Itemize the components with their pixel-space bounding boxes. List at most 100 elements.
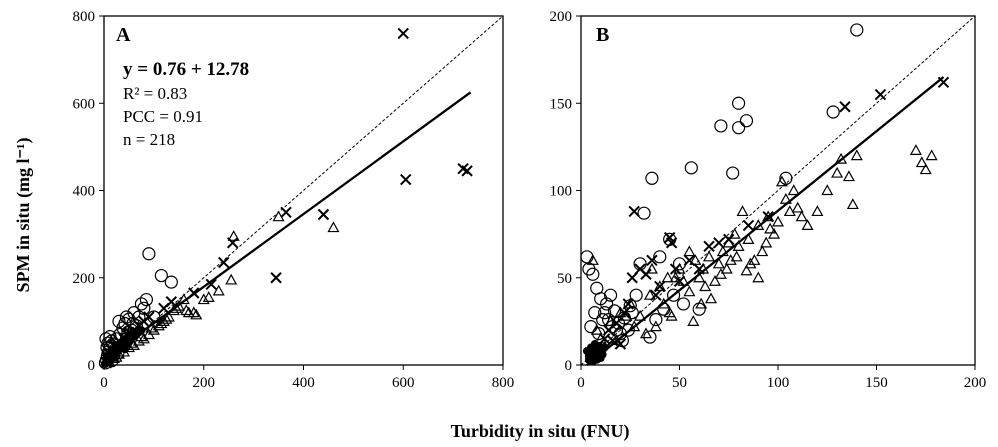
- triangle-point: [669, 271, 682, 283]
- circle-point: [645, 171, 659, 185]
- stat-n: n = 218: [123, 130, 175, 149]
- x-point: [646, 254, 658, 267]
- triangle-point: [915, 156, 928, 168]
- y-axis-title: SPM in situ (mg l⁻¹): [13, 138, 34, 293]
- one-to-one-line: [103, 15, 504, 366]
- triangle-point: [842, 170, 855, 182]
- triangle-point: [665, 309, 678, 321]
- x-point: [317, 208, 330, 221]
- circle-point: [731, 121, 746, 135]
- triangle-point: [649, 320, 662, 332]
- x-point: [143, 311, 155, 323]
- circle-point: [653, 250, 667, 264]
- x-point: [683, 254, 696, 267]
- triangle-point: [683, 245, 696, 257]
- stat-r2: R² = 0.83: [123, 84, 187, 103]
- triangle-point: [783, 205, 796, 217]
- y-tick-label: 800: [73, 9, 96, 25]
- triangle-point: [695, 297, 708, 309]
- triangle-point: [661, 271, 674, 283]
- circle-point: [637, 206, 651, 220]
- triangle-point: [919, 163, 932, 175]
- circle-point: [101, 336, 115, 350]
- triangle-point: [714, 268, 727, 279]
- x-point: [654, 280, 666, 293]
- circle-point: [164, 275, 178, 289]
- x-point: [839, 101, 851, 113]
- x-point: [618, 306, 631, 319]
- x-point: [640, 268, 652, 280]
- x-point: [665, 237, 678, 249]
- circle-point: [584, 320, 598, 334]
- circle-point: [112, 314, 126, 328]
- y-tick-label: 200: [73, 271, 96, 287]
- circle-point: [137, 301, 151, 315]
- triangle-point: [752, 271, 765, 283]
- x-point: [650, 289, 662, 301]
- circle-point: [676, 297, 691, 311]
- x-point: [280, 206, 292, 219]
- circle-point: [826, 105, 840, 119]
- triangle-point: [657, 297, 670, 309]
- y-tick-label: 50: [557, 271, 572, 287]
- triangle-point: [683, 285, 696, 297]
- x-point: [397, 27, 409, 40]
- triangle-point: [850, 149, 863, 161]
- circle-point: [666, 288, 681, 302]
- triangle-point: [742, 233, 755, 244]
- circle-point: [684, 161, 698, 175]
- triangle-point: [225, 273, 238, 285]
- circle-point: [603, 288, 618, 302]
- x-point: [606, 334, 619, 347]
- x-tick-label: 200: [964, 375, 987, 391]
- panel-b: 0 50 100 150 200 0 50 100 150 200 B: [550, 9, 987, 391]
- x-point: [610, 317, 623, 329]
- triangle-point: [728, 227, 741, 239]
- circle-point: [726, 166, 740, 180]
- x-tick-label: 50: [672, 375, 687, 391]
- triangle-point: [162, 310, 175, 322]
- triangle-point: [180, 304, 193, 316]
- triangle-point: [643, 288, 656, 300]
- circle-point: [598, 306, 612, 320]
- circle-point: [714, 119, 728, 133]
- triangle-point: [327, 221, 340, 233]
- x-point: [461, 165, 473, 177]
- y-tick-label: 200: [550, 9, 573, 25]
- x-point: [226, 237, 239, 249]
- triangle-point: [197, 293, 210, 305]
- triangle-point: [705, 292, 718, 304]
- triangle-point: [703, 250, 716, 262]
- triangle-point: [748, 254, 761, 265]
- circle-point: [629, 288, 643, 302]
- triangle-point: [740, 264, 753, 276]
- triangle-point: [634, 309, 647, 321]
- triangle-point: [699, 280, 712, 292]
- x-point: [742, 219, 755, 232]
- triangle-point: [756, 245, 769, 257]
- dot-point: [594, 341, 603, 350]
- circle-point: [731, 96, 746, 110]
- triangle-point: [787, 184, 800, 196]
- triangle-point: [811, 205, 824, 217]
- triangle-point: [720, 262, 733, 274]
- circle-point: [850, 23, 864, 37]
- circle-point: [600, 297, 614, 311]
- x-tick-label: 0: [577, 375, 585, 391]
- triangle-point: [708, 275, 721, 286]
- triangle-point: [590, 323, 603, 335]
- x-point: [673, 275, 686, 287]
- triangle-point: [831, 166, 844, 178]
- circle-point: [139, 292, 153, 307]
- x-tick-label: 200: [193, 375, 216, 391]
- x-axis-title: Turbidity in situ (FNU): [451, 421, 630, 442]
- triangle-point: [212, 284, 225, 296]
- triangle-point: [187, 306, 200, 318]
- dot-point: [120, 345, 129, 354]
- x-point: [205, 278, 217, 291]
- circle-point: [607, 304, 622, 318]
- y-tick-label: 0: [88, 358, 96, 374]
- triangle-point: [791, 201, 804, 213]
- triangle-point: [712, 257, 725, 269]
